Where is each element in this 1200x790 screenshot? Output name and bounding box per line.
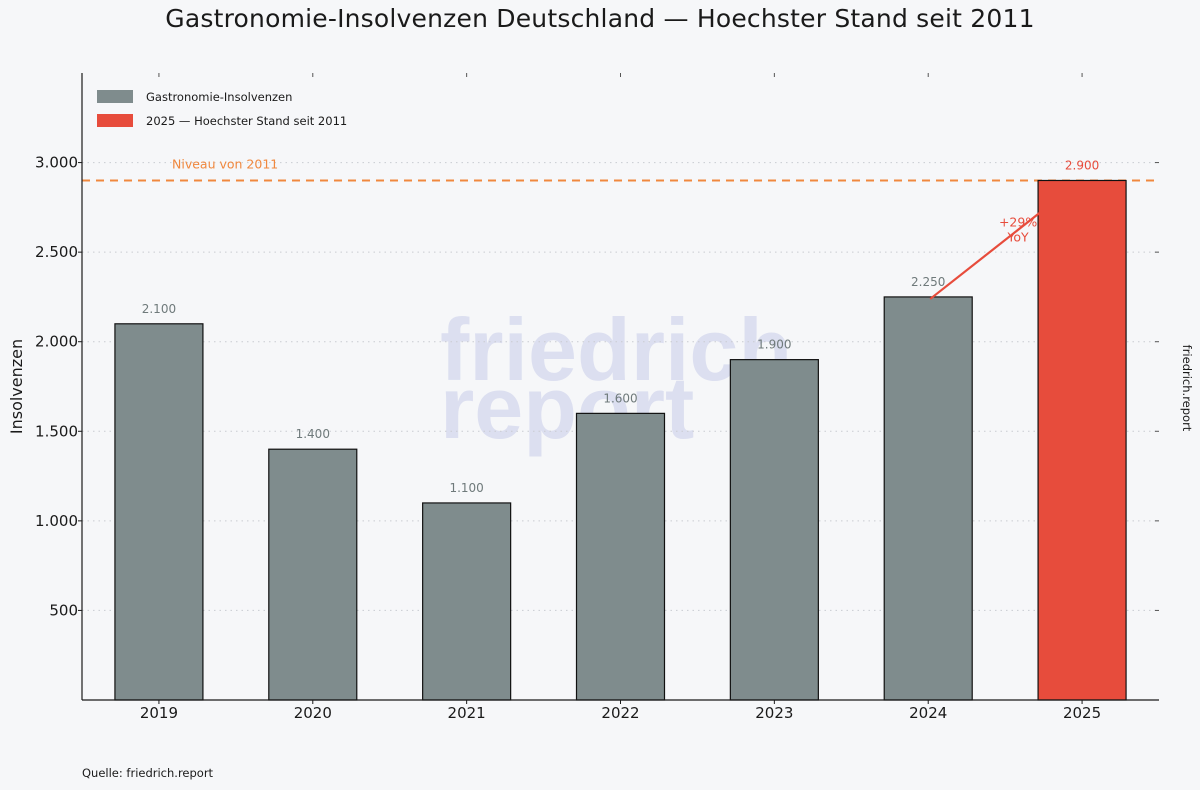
y-tick-label-3000: 3.000 xyxy=(35,154,78,172)
axes: 2019 2020 2021 2022 2023 2024 2025 500 1.000 1.50… xyxy=(7,73,1159,722)
value-label-2023: 1.900 xyxy=(757,338,791,352)
bar-2022 xyxy=(575,412,666,701)
bar-2019 xyxy=(114,323,204,701)
legend-swatch-0 xyxy=(97,90,133,103)
legend-label-1: 2025 — Hoechster Stand seit 2011 xyxy=(146,114,347,128)
legend-label-0: Gastronomie-Insolvenzen xyxy=(146,90,292,104)
value-label-2020: 1.400 xyxy=(296,427,330,441)
bar-2020 xyxy=(268,448,358,701)
annotation-label-line-2: YoY xyxy=(1006,229,1029,244)
value-label-2019: 2.100 xyxy=(142,302,176,316)
value-label-2021: 1.100 xyxy=(449,481,483,495)
legend-swatch-1 xyxy=(97,114,133,127)
x-tick-label-2021: 2021 xyxy=(448,704,486,722)
y-tick-label-1000: 1.000 xyxy=(35,512,78,530)
y-axis-title: Insolvenzen xyxy=(7,339,26,434)
y-tick-label-500: 500 xyxy=(49,601,78,619)
x-tick-label-2019: 2019 xyxy=(140,704,178,722)
value-label-2022: 1.600 xyxy=(603,391,637,405)
legend: Gastronomie-Insolvenzen 2025 — Hoechster … xyxy=(97,90,347,128)
reference-line-group: Niveau von 2011 xyxy=(82,156,1159,182)
x-tick-label-2022: 2022 xyxy=(601,704,639,722)
side-credit: friedrich.report xyxy=(1180,344,1194,432)
annotation-arrow xyxy=(929,211,1041,300)
bar-2024 xyxy=(883,296,973,701)
y-tick-label-2000: 2.000 xyxy=(35,333,78,351)
y-tick-label-1500: 1.500 xyxy=(35,422,78,440)
x-tick-label-2024: 2024 xyxy=(909,704,947,722)
bar-2021 xyxy=(422,502,512,701)
x-tick-label-2023: 2023 xyxy=(755,704,793,722)
annotation: +29%YoY xyxy=(929,211,1041,300)
bar-2023 xyxy=(729,359,819,701)
reference-line-label: Niveau von 2011 xyxy=(172,156,278,171)
source-note: Quelle: friedrich.report xyxy=(82,766,214,780)
x-tick-label-2025: 2025 xyxy=(1063,704,1101,722)
x-tick-label-2020: 2020 xyxy=(294,704,332,722)
chart-title: Gastronomie-Insolvenzen Deutschland — Ho… xyxy=(165,4,1035,33)
value-label-2024: 2.250 xyxy=(911,275,945,289)
bars: 2.100 1.400 1.100 1.600 1.900 2.250 2.900 xyxy=(114,158,1127,701)
bar-2025 xyxy=(1037,179,1127,701)
grid xyxy=(82,162,1159,611)
annotation-label-line-1: +29% xyxy=(999,214,1037,229)
value-label-2025: 2.900 xyxy=(1065,158,1099,172)
y-tick-label-2500: 2.500 xyxy=(35,243,78,261)
